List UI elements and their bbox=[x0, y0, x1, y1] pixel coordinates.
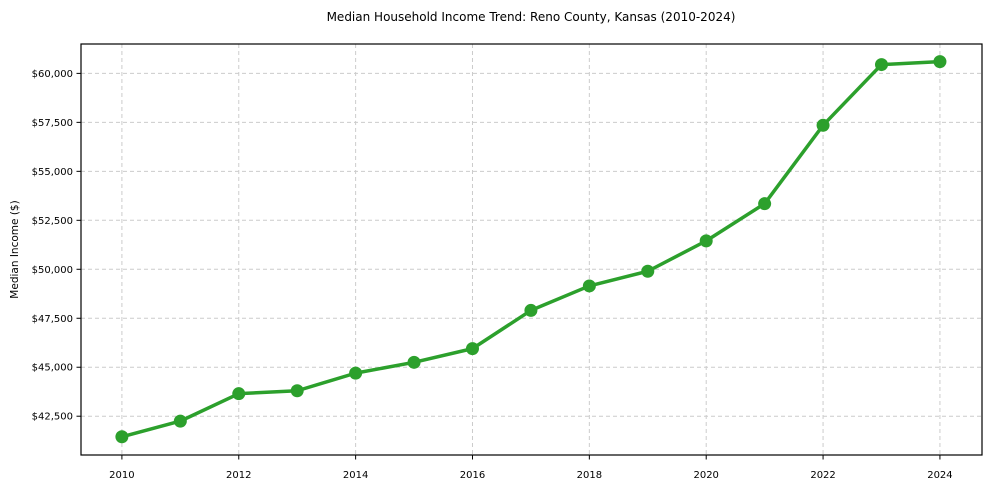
data-point-2017 bbox=[524, 303, 538, 317]
trend-line bbox=[120, 59, 942, 439]
data-point-2012 bbox=[232, 387, 246, 401]
data-point-2024 bbox=[933, 55, 947, 69]
plot-area: 2010 2012 2014 2016 2018 2020 2022 2024 $42,500 $… bbox=[32, 43, 983, 481]
data-point-2018 bbox=[582, 279, 596, 293]
x-tick-label: 2024 bbox=[927, 470, 952, 481]
plot-border bbox=[80, 43, 983, 456]
data-point-2015 bbox=[407, 355, 421, 369]
x-tick-label: 2016 bbox=[460, 470, 485, 481]
x-tick-label: 2020 bbox=[693, 470, 718, 481]
y-tick-label: $60,000 bbox=[32, 69, 73, 80]
data-point-2013 bbox=[290, 384, 304, 398]
y-tick-label: $47,500 bbox=[32, 314, 73, 325]
x-tick-label: 2022 bbox=[810, 470, 835, 481]
y-tick-label: $45,000 bbox=[32, 363, 73, 374]
data-point-2011 bbox=[173, 414, 187, 428]
data-point-2022 bbox=[816, 118, 830, 132]
y-tick-label: $50,000 bbox=[32, 265, 73, 276]
x-tick-label: 2010 bbox=[109, 470, 134, 481]
data-point-2023 bbox=[874, 58, 888, 72]
data-point-2021 bbox=[758, 197, 772, 211]
data-point-2019 bbox=[641, 264, 655, 278]
x-tick-label: 2014 bbox=[343, 470, 368, 481]
x-tick-label: 2012 bbox=[226, 470, 251, 481]
chart-title: Median Household Income Trend: Reno Coun… bbox=[327, 10, 736, 24]
y-tick-label: $55,000 bbox=[32, 167, 73, 178]
data-point-2010 bbox=[115, 430, 129, 444]
y-tick-label: $52,500 bbox=[32, 216, 73, 227]
y-tick-label: $57,500 bbox=[32, 118, 73, 129]
data-point-2014 bbox=[349, 366, 363, 380]
data-point-2020 bbox=[699, 234, 713, 248]
y-axis-label: Median Income ($) bbox=[9, 200, 21, 298]
x-tick-label: 2018 bbox=[577, 470, 602, 481]
y-tick-label: $42,500 bbox=[32, 412, 73, 423]
data-point-2016 bbox=[465, 342, 479, 356]
